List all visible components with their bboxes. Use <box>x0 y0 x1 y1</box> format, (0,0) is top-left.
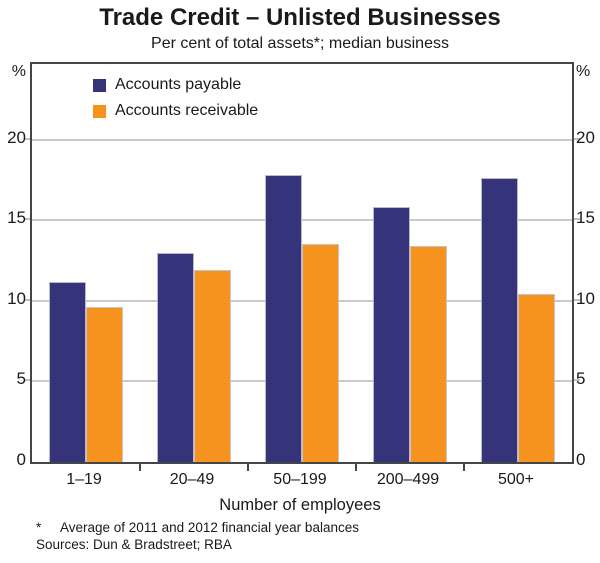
bar-group <box>356 64 464 462</box>
bar-accounts-payable <box>49 281 86 462</box>
y-axis-tick-right <box>574 137 580 140</box>
x-category-label: 50–199 <box>273 471 327 488</box>
y-tick-label: 20 <box>576 127 595 147</box>
y-tick-label: 5 <box>576 369 586 389</box>
bar-accounts-payable <box>481 178 518 462</box>
chart-title: Trade Credit – Unlisted Businesses <box>99 4 501 31</box>
legend-swatch-accounts-receivable <box>93 104 106 118</box>
bar-accounts-payable <box>265 175 302 462</box>
bar-accounts-payable <box>157 252 194 462</box>
x-category-labels: 1–19 20–49 50–199 200–499 500+ <box>30 471 570 489</box>
x-category-label: 200–499 <box>376 471 440 488</box>
x-category-label: 20–49 <box>169 471 215 488</box>
y-axis-tick-left <box>24 137 30 140</box>
bar-accounts-receivable <box>194 270 231 462</box>
y-tick-label: 5 <box>16 369 26 389</box>
y-axis-tick-right <box>574 379 580 382</box>
x-category-label: 500+ <box>497 471 535 488</box>
y-unit-label-right: % <box>576 63 591 80</box>
legend-item: Accounts receivable <box>93 102 258 120</box>
y-axis-tick-left <box>24 379 30 382</box>
bar-group <box>32 64 140 462</box>
y-tick-label: 10 <box>7 288 26 308</box>
bar-group <box>464 64 572 462</box>
bar-accounts-receivable <box>518 294 555 462</box>
bar-accounts-receivable <box>302 244 339 462</box>
footnote-text: Average of 2011 and 2012 financial year … <box>60 520 359 535</box>
y-axis-tick-right <box>574 218 580 221</box>
bar-accounts-payable <box>373 207 410 462</box>
sources-line: Sources: Dun & Bradstreet; RBA <box>36 537 232 552</box>
y-tick-label: 20 <box>7 127 26 147</box>
x-axis-tick <box>463 464 465 471</box>
footnote: * Average of 2011 and 2012 financial year… <box>36 520 596 535</box>
y-axis-tick-left <box>24 298 30 301</box>
legend-item: Accounts payable <box>93 76 258 94</box>
x-axis-tick <box>139 464 141 471</box>
legend-label: Accounts payable <box>115 76 242 93</box>
x-category-label: 1–19 <box>66 471 102 488</box>
y-tick-label: 10 <box>576 288 595 308</box>
bar-groups-row <box>32 64 572 462</box>
y-axis-labels-right: % 0 5 10 15 20 <box>576 62 600 469</box>
y-axis-tick-right <box>574 298 580 301</box>
gridline <box>32 219 572 222</box>
bar-group <box>140 64 248 462</box>
legend-label: Accounts receivable <box>115 102 259 119</box>
x-axis-title: Number of employees <box>219 496 381 514</box>
y-axis-labels-left: % 0 5 10 15 20 <box>0 62 26 469</box>
x-axis-tick <box>355 464 357 471</box>
bar-accounts-receivable <box>86 307 123 462</box>
bar-accounts-receivable <box>410 246 447 462</box>
y-tick-label: 15 <box>7 208 26 228</box>
y-axis-tick-left <box>24 218 30 221</box>
bar-group <box>248 64 356 462</box>
footnote-marker: * <box>36 520 42 535</box>
chart-subtitle: Per cent of total assets*; median busine… <box>151 35 449 52</box>
legend-swatch-accounts-payable <box>93 78 106 92</box>
plot-area <box>24 62 580 471</box>
y-tick-label: 0 <box>576 450 586 469</box>
y-unit-label-left: % <box>11 63 26 80</box>
legend: Accounts payable Accounts receivable <box>93 76 258 128</box>
x-axis-tick <box>247 464 249 471</box>
y-tick-label: 0 <box>16 450 26 469</box>
gridline <box>32 138 572 141</box>
y-tick-label: 15 <box>576 208 595 228</box>
